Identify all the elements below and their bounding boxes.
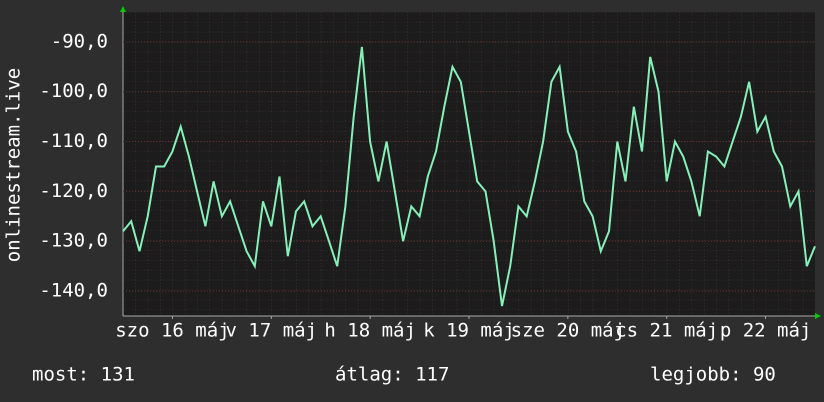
y-tick-label: -100,0: [39, 80, 108, 102]
x-tick-label: szo 16 máj: [115, 320, 229, 342]
footer-best: legjobb: 90: [650, 364, 776, 386]
y-tick-label: -130,0: [39, 230, 108, 252]
x-tick-label: v 17 máj: [226, 320, 318, 342]
x-tick-label: h 18 máj: [324, 320, 416, 342]
y-tick-label: -120,0: [39, 180, 108, 202]
x-tick-label: p 22 máj: [720, 320, 812, 342]
footer-current: most: 131: [32, 364, 135, 386]
y-axis-label: onlinestream.live: [3, 68, 25, 262]
y-tick-label: -110,0: [39, 130, 108, 152]
x-tick-label: cs 21 máj: [615, 320, 718, 342]
y-tick-label: -140,0: [39, 280, 108, 302]
axis-arrow: [120, 6, 126, 12]
minor-grid: [123, 12, 815, 316]
footer-average: átlag: 117: [335, 364, 449, 386]
x-tick-label: sze 20 máj: [511, 320, 625, 342]
series-line: [122, 46, 816, 307]
x-tick-label: k 19 máj: [423, 320, 515, 342]
y-tick-label: -90,0: [51, 30, 108, 52]
axis-arrow: [815, 313, 821, 319]
